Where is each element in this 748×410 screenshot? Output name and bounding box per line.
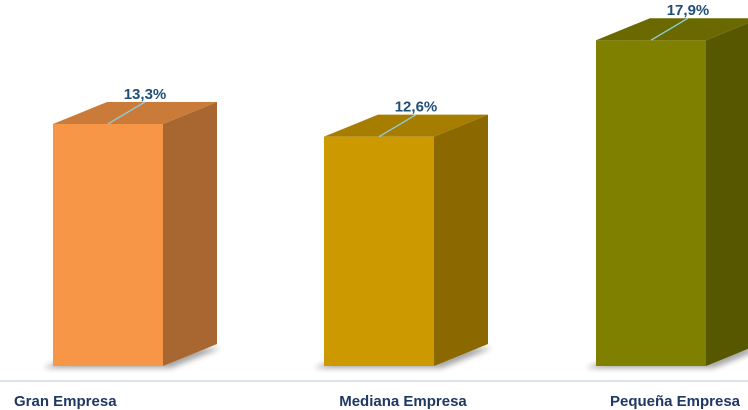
leader-line-gran-empresa	[107, 101, 146, 125]
bar-front-mediana-empresa	[324, 136, 434, 366]
bar-side-gran-empresa	[163, 101, 217, 366]
bar-side-pequena-empresa	[706, 23, 748, 366]
bar-front-pequena-empresa	[596, 40, 706, 366]
bar-pequena-empresa	[596, 18, 748, 366]
data-label-mediana-empresa: 12,6%	[395, 99, 438, 116]
bar-side-mediana-empresa	[434, 114, 488, 367]
bar-top-gran-empresa	[53, 101, 217, 124]
bar-front-gran-empresa	[53, 123, 163, 366]
bar-top-pequena-empresa	[596, 18, 748, 41]
leader-line-mediana-empresa	[378, 114, 417, 138]
data-label-gran-empresa: 13,3%	[124, 86, 167, 103]
bar-top-mediana-empresa	[324, 114, 488, 137]
bar-mediana-empresa	[324, 114, 488, 367]
data-labels-group: 13,3% 12,6% 17,9%	[107, 2, 710, 138]
category-label-pequena-empresa: Pequeña Empresa	[610, 393, 741, 410]
data-label-pequena-empresa: 17,9%	[667, 2, 710, 19]
category-labels-group: Gran Empresa Mediana Empresa Pequeña Empre…	[14, 393, 741, 410]
category-label-mediana-empresa: Mediana Empresa	[339, 393, 467, 410]
leader-line-pequena-empresa	[650, 17, 689, 41]
bars-group	[53, 18, 748, 367]
category-label-gran-empresa: Gran Empresa	[14, 393, 117, 410]
bar-gran-empresa	[53, 101, 217, 366]
